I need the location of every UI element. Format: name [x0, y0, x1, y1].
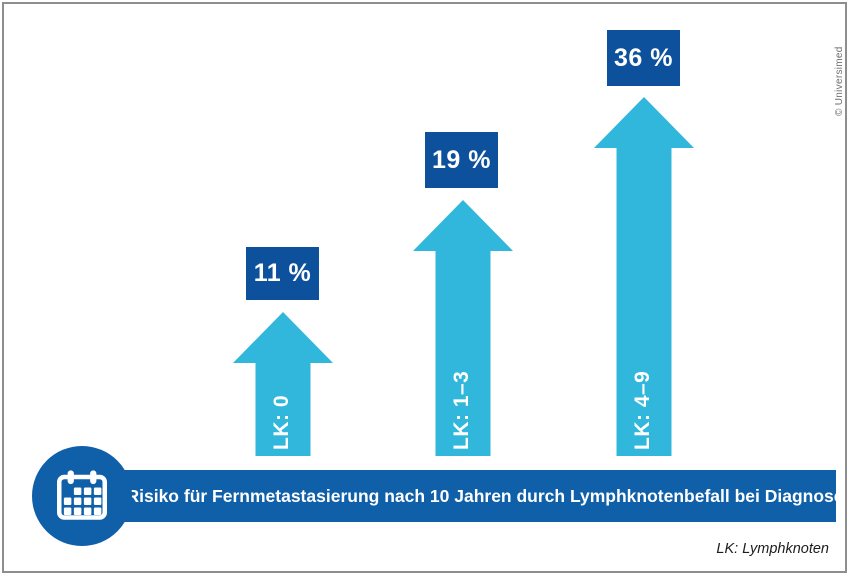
category-label-lk0: LK: 0 [270, 395, 293, 450]
value-box-lk4-9: 36 % [607, 30, 680, 86]
title-banner: Risiko für Fernmetastasierung nach 10 Ja… [108, 470, 844, 522]
value-box-lk0: 11 % [246, 247, 319, 300]
infographic-frame: 11 % 19 % 36 % LK: 0 LK: 1–3 LK: 4–9 Ris… [2, 2, 847, 573]
copyright-credit: © Universimed [834, 46, 845, 116]
footnote-abbreviation: LK: Lymphknoten [716, 541, 829, 557]
chart-area: 11 % 19 % 36 % LK: 0 LK: 1–3 LK: 4–9 Ris… [4, 4, 845, 571]
banner-icon-circle [32, 446, 132, 546]
up-arrow-icon [233, 312, 333, 456]
value-box-lk1-3: 19 % [425, 132, 498, 188]
up-arrow-icon [413, 200, 513, 456]
category-label-lk1-3: LK: 1–3 [450, 370, 473, 450]
calendar-icon [57, 470, 108, 520]
up-arrow-icon [594, 97, 694, 456]
category-label-lk4-9: LK: 4–9 [631, 370, 654, 450]
chart-title: Risiko für Fernmetastasierung nach 10 Ja… [126, 485, 844, 506]
